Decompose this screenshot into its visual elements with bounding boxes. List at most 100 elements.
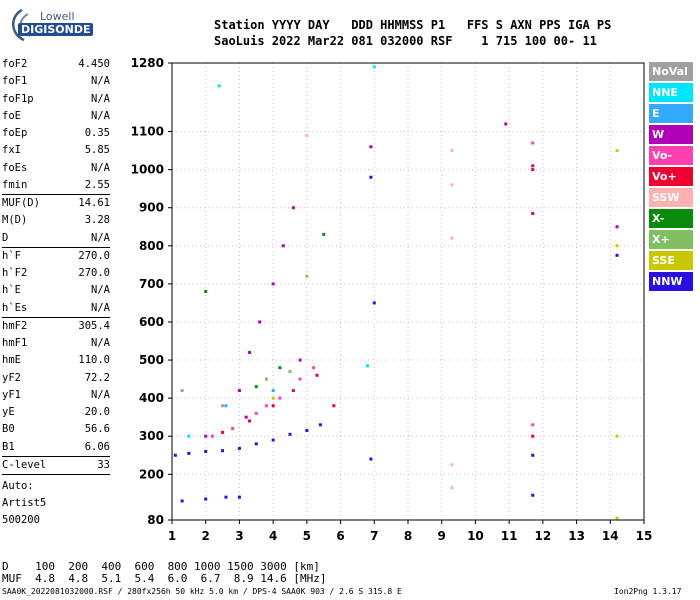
y-tick-label: 800 (139, 239, 164, 253)
param-value: N/A (91, 284, 110, 297)
param-value: N/A (91, 301, 110, 314)
data-point-w (615, 225, 619, 229)
data-point-nnw (531, 453, 535, 457)
param-value: N/A (91, 109, 110, 122)
y-axis-ticks: 80 200 300 400 500 600 700 800 900 1000 1100 1280 (131, 56, 172, 527)
param-row: B0 56.6 (2, 421, 110, 438)
muf-row: MUF 4.8 4.8 5.1 5.4 6.0 6.7 8.9 14.6 [MH… (2, 572, 327, 585)
y-tick-label: 700 (139, 277, 164, 291)
param-row: foF1 N/A (2, 73, 110, 90)
data-point-vo (264, 404, 268, 408)
data-point-nnw (173, 453, 177, 457)
param-name: h`F (2, 249, 21, 262)
data-point-x (264, 377, 268, 381)
data-point-w (281, 244, 285, 248)
chart-grid (171, 62, 645, 521)
y-tick-label: 80 (147, 513, 164, 527)
y-tick-label: 200 (139, 467, 164, 481)
param-name: foF1p (2, 92, 34, 105)
data-point-vo (298, 377, 302, 381)
data-point-e (224, 404, 228, 408)
data-point-vo (254, 411, 258, 415)
param-value: 270.0 (78, 267, 110, 279)
param-value: 6.06 (84, 440, 110, 453)
data-point-vo (315, 373, 319, 377)
param-value: 20.0 (84, 406, 110, 418)
param-name: C-level (2, 458, 47, 471)
param-name: foF2 (2, 58, 28, 70)
data-point-vo (531, 423, 535, 427)
param-name: foF1 (2, 75, 28, 88)
param-row: h`F2 270.0 (2, 265, 110, 282)
param-row: C-level 33 (2, 457, 110, 475)
data-point-x (204, 290, 208, 293)
logo-line2: DIGISONDE (18, 23, 94, 36)
param-value: 110.0 (78, 354, 110, 367)
artist-version: Artist5 (2, 497, 47, 509)
param-value: 270.0 (78, 249, 110, 262)
param-row: foF1p N/A (2, 91, 110, 108)
x-tick-label: 8 (404, 529, 412, 543)
x-tick-label: 14 (602, 529, 619, 543)
param-name: D (2, 231, 9, 244)
data-point-ssw (450, 486, 454, 490)
data-point-vo (291, 389, 295, 393)
data-point-sse (615, 244, 619, 248)
param-value: 5.85 (84, 144, 110, 157)
param-name: h`Es (2, 301, 28, 314)
param-name: M(D) (2, 214, 28, 227)
param-row: h`E N/A (2, 282, 110, 299)
param-value: 14.61 (78, 197, 110, 209)
data-point-nnw (531, 493, 535, 497)
data-point-nnw (204, 449, 208, 453)
data-point-sse (615, 434, 619, 438)
param-value: 33 (97, 458, 110, 471)
data-point-nnw (369, 175, 373, 179)
param-row: h`F 270.0 (2, 248, 110, 265)
data-point-w (204, 434, 208, 438)
data-point-ssw (450, 183, 454, 187)
data-point-w (531, 168, 535, 172)
x-tick-label: 12 (535, 529, 552, 543)
file-info: SAA0K_2022081032000.RSF / 280fx256h 50 k… (2, 587, 402, 596)
data-point-nne (217, 84, 221, 88)
param-name: h`E (2, 284, 21, 297)
x-tick-label: 15 (636, 529, 653, 543)
legend-item-vo: Vo- (649, 146, 693, 165)
data-point-w (237, 389, 241, 393)
y-tick-label: 300 (139, 429, 164, 443)
data-point-vo (231, 427, 235, 431)
param-name: fxI (2, 144, 21, 157)
param-name: yF2 (2, 371, 21, 384)
data-point-ssw (450, 236, 454, 240)
param-value: N/A (91, 161, 110, 174)
data-point-vo (271, 404, 275, 408)
legend-item-sse: SSE (649, 251, 693, 270)
param-value: N/A (91, 92, 110, 105)
data-point-nnw (305, 429, 309, 433)
data-point-w (504, 122, 508, 126)
param-name: yF1 (2, 388, 21, 401)
data-point-noval (221, 404, 225, 408)
param-value: 56.6 (84, 423, 110, 436)
data-point-vo (248, 419, 252, 423)
legend-item-nnw: NNW (649, 272, 693, 291)
param-name: yE (2, 406, 15, 418)
data-point-nnw (288, 432, 292, 436)
param-row: hmE 110.0 (2, 352, 110, 369)
data-point-ssw (450, 149, 454, 153)
data-point-sse (615, 149, 619, 153)
data-point-nnw (615, 253, 619, 257)
data-point-ssw (305, 133, 309, 137)
header-fields: Station YYYY DAY DDD HHMMSS P1 FFS S AXN… (214, 18, 612, 32)
data-point-vo (531, 434, 535, 438)
auto-label: Auto: (2, 480, 34, 492)
data-point-sse (615, 516, 619, 520)
data-point-vo (210, 434, 214, 438)
param-row: foE N/A (2, 108, 110, 125)
legend-item-w: W (649, 125, 693, 144)
x-axis-ticks: 1 2 3 4 5 6 7 8 9 10 11 12 13 14 15 (168, 520, 653, 543)
legend-item-x: X+ (649, 230, 693, 249)
lowell-digisonde-logo: Lowell DIGISONDE (6, 8, 94, 44)
data-point-nnw (372, 301, 376, 305)
